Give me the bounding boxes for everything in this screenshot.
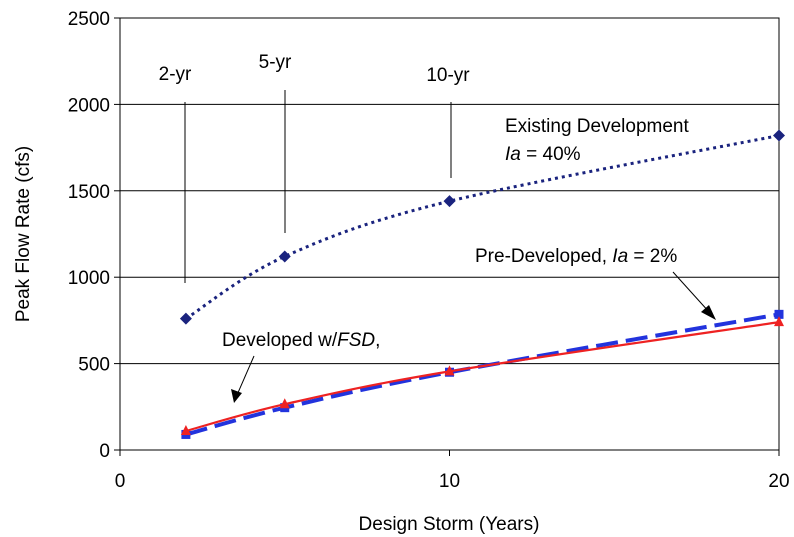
x-tick-label: 0 [115, 471, 126, 492]
series-existing-point [773, 129, 785, 142]
x-tick-label: 10 [439, 471, 460, 492]
existing-development-ia: Ia = 40% [505, 144, 581, 165]
developed-fsd-text: Developed w/ [222, 330, 338, 351]
series-fsd-point [444, 365, 455, 376]
annotation-5yr-label: 5-yr [259, 52, 292, 73]
developed-fsd-comma: , [375, 330, 380, 351]
developed-fsd-symbol: FSD [337, 330, 375, 351]
existing-development-label: Existing Development [505, 116, 689, 137]
series-existing-point [443, 195, 456, 208]
annotation-10yr-label: 10-yr [426, 65, 470, 86]
y-tick-label: 1500 [68, 182, 110, 203]
existing-development-line1: Existing Development [505, 116, 689, 137]
y-tick-label: 0 [99, 441, 110, 462]
existing-ia-value: = 40% [521, 144, 581, 165]
x-tick-label: 20 [768, 471, 789, 492]
series-layer [179, 129, 785, 439]
developed-fsd-arrowhead [231, 389, 242, 403]
series-fsd-point [180, 424, 191, 435]
pre-developed-arrowhead [701, 305, 716, 320]
y-tick-label: 2000 [68, 95, 110, 116]
y-axis-title: Peak Flow Rate (cfs) [13, 146, 34, 322]
series-fsd-point [774, 316, 784, 327]
series-fsd-line [185, 321, 780, 433]
y-tick-label: 1000 [68, 268, 110, 289]
annotation-2yr: 2-yr [159, 64, 192, 283]
developed-fsd-arrow [236, 355, 255, 396]
existing-ia-symbol: Ia [505, 144, 521, 165]
series-fsd-point [279, 398, 290, 409]
gridlines [120, 103, 779, 365]
pre-developed-text: Pre-Developed, [475, 246, 612, 267]
series-fsd [180, 316, 784, 435]
y-tick-label: 2500 [68, 9, 110, 30]
developed-fsd-label: Developed w/FSD, [222, 330, 380, 351]
y-axis-ticks: 0 500 1000 1500 2000 2500 [68, 9, 120, 462]
series-existing-point [278, 250, 291, 263]
series-predeveloped-line [185, 312, 780, 437]
series-existing-point [179, 312, 192, 325]
pre-developed-ia-value: = 2% [628, 246, 677, 267]
x-axis-title: Design Storm (Years) [359, 514, 540, 535]
pre-developed-arrow [672, 271, 711, 314]
pre-developed-label: Pre-Developed, Ia = 2% [475, 246, 677, 267]
series-predeveloped-point [774, 309, 784, 319]
y-tick-label: 500 [78, 355, 110, 376]
x-axis-ticks: 0 10 20 [115, 450, 790, 492]
series-existing [179, 129, 785, 325]
annotation-2yr-label: 2-yr [159, 64, 192, 85]
annotation-5yr: 5-yr [259, 52, 292, 233]
annotation-10yr: 10-yr [426, 65, 470, 178]
pre-developed-ia-symbol: Ia [612, 246, 628, 267]
